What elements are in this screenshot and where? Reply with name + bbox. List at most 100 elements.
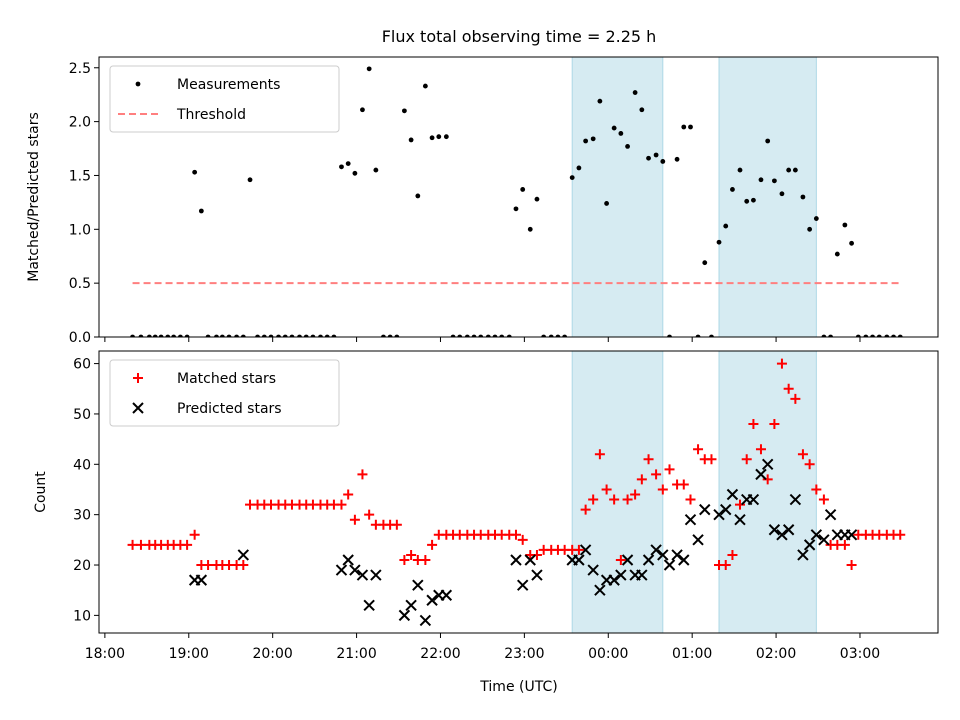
- data-point: [824, 508, 837, 521]
- legend-entry: Predicted stars: [177, 401, 282, 417]
- data-point: [429, 135, 435, 141]
- data-point: [324, 334, 330, 337]
- data-point: [720, 503, 732, 516]
- data-point: [303, 334, 309, 337]
- data-point: [828, 334, 834, 337]
- data-point: [177, 334, 183, 337]
- data-point: [588, 494, 599, 505]
- data-point: [531, 569, 543, 581]
- shaded-region-1: [571, 350, 664, 634]
- data-point: [821, 334, 827, 337]
- data-point: [643, 454, 654, 465]
- data-point: [594, 449, 605, 460]
- data-point: [657, 549, 669, 561]
- series-measurements: [130, 66, 903, 337]
- y-tick-label: 40: [73, 457, 91, 473]
- plot-area: [127, 358, 906, 627]
- data-point: [165, 334, 171, 337]
- x-tick-label: 21:00: [336, 646, 376, 662]
- y-tick-label: 60: [73, 357, 91, 373]
- data-point: [615, 569, 627, 581]
- data-point: [870, 334, 875, 337]
- data-point: [762, 474, 773, 485]
- data-point: [282, 334, 288, 337]
- legend-marker: [135, 81, 141, 87]
- data-point: [897, 334, 903, 337]
- data-point: [651, 469, 662, 480]
- data-point: [790, 393, 801, 404]
- y-tick-label: 50: [73, 407, 91, 423]
- data-point: [811, 484, 822, 495]
- data-point: [783, 383, 794, 394]
- data-point: [765, 138, 771, 144]
- data-point: [138, 334, 144, 337]
- shaded-region-1: [571, 56, 664, 338]
- data-point: [415, 193, 421, 199]
- data-point: [709, 334, 714, 337]
- data-point: [768, 524, 781, 536]
- data-point: [457, 334, 463, 337]
- data-point: [636, 569, 648, 581]
- data-point: [152, 334, 158, 337]
- data-point: [776, 529, 788, 541]
- data-point: [343, 489, 354, 500]
- y-tick-label: 2.5: [69, 61, 91, 77]
- data-point: [510, 529, 521, 540]
- data-point: [426, 594, 438, 606]
- data-point: [226, 334, 232, 337]
- data-point: [573, 554, 585, 566]
- data-point: [692, 534, 704, 546]
- data-point: [671, 549, 683, 561]
- data-point: [516, 579, 529, 591]
- data-point: [364, 509, 375, 520]
- data-point: [693, 444, 704, 455]
- data-point: [562, 334, 568, 337]
- data-point: [436, 134, 442, 140]
- data-point: [653, 152, 659, 158]
- legend-entry: Threshold: [176, 107, 246, 123]
- x-tick-label: 23:00: [504, 646, 544, 662]
- series-matched-stars: [127, 358, 906, 571]
- data-point: [408, 137, 414, 143]
- axes-frame: [98, 350, 939, 634]
- data-point: [412, 579, 424, 591]
- x-tick-label: 22:00: [420, 646, 460, 662]
- data-point: [195, 574, 208, 586]
- data-point: [730, 187, 735, 192]
- data-point: [352, 170, 358, 176]
- data-point: [587, 564, 599, 576]
- data-point: [214, 334, 219, 337]
- legend-marker: [133, 373, 143, 383]
- data-point: [391, 519, 402, 530]
- data-point: [800, 194, 806, 200]
- data-point: [555, 334, 561, 337]
- data-point: [771, 178, 777, 184]
- data-point: [349, 514, 360, 525]
- data-point: [810, 529, 823, 541]
- data-point: [524, 554, 536, 566]
- data-point: [297, 334, 302, 337]
- data-point: [146, 334, 152, 337]
- data-point: [834, 251, 840, 257]
- data-point: [541, 334, 547, 337]
- data-point: [646, 155, 651, 161]
- data-point: [716, 239, 722, 245]
- data-point: [891, 334, 896, 337]
- data-point: [342, 554, 354, 566]
- data-point: [471, 334, 477, 337]
- data-point: [450, 334, 456, 337]
- data-point: [234, 334, 239, 337]
- data-point: [370, 569, 382, 581]
- data-point: [184, 334, 190, 337]
- legend-entry: Measurements: [177, 77, 280, 93]
- data-point: [737, 167, 743, 173]
- legend: Measurements Threshold: [109, 65, 340, 133]
- y-tick-label: 1.0: [69, 222, 91, 238]
- data-point: [622, 494, 633, 505]
- data-point: [289, 334, 295, 337]
- data-point: [782, 524, 795, 536]
- ratio-panel: 0.0 0.5 1.0 1.5 2.0 2.5 Matched/Predicted star…: [26, 56, 939, 346]
- data-point: [594, 584, 606, 596]
- y-tick-label: 2.0: [69, 115, 91, 131]
